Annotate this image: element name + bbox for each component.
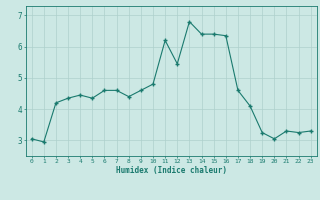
X-axis label: Humidex (Indice chaleur): Humidex (Indice chaleur) — [116, 166, 227, 175]
